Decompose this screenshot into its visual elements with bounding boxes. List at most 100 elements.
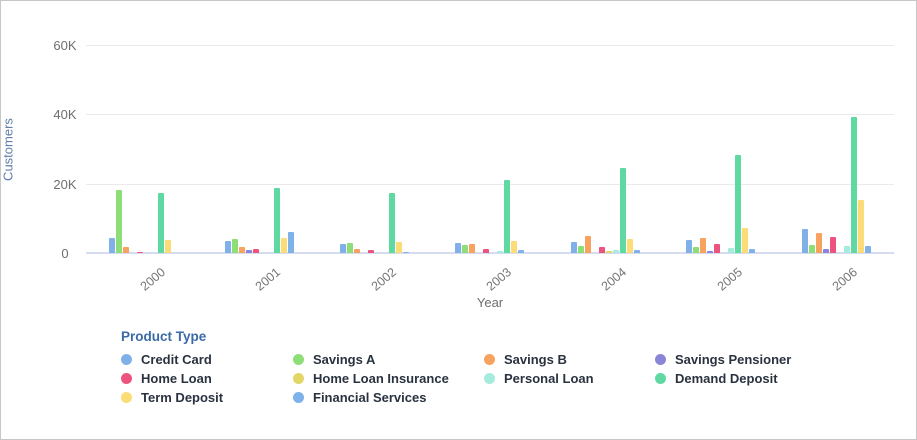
- bar-term-deposit-2003[interactable]: [511, 241, 517, 253]
- bar-home-loan-2005[interactable]: [714, 244, 720, 253]
- bar-savings-a-2004[interactable]: [578, 246, 584, 253]
- legend-swatch-icon: [121, 373, 132, 384]
- x-tick-2004: 2004: [567, 265, 630, 321]
- bar-savings-pensioner-2006[interactable]: [823, 249, 829, 253]
- bar-term-deposit-2006[interactable]: [858, 200, 864, 253]
- bar-home-loan-2004[interactable]: [599, 247, 605, 253]
- legend-item-savings-pensioner[interactable]: Savings Pensioner: [655, 352, 865, 366]
- bar-savings-b-2000[interactable]: [123, 247, 129, 253]
- legend-items: Credit Card Savings A Savings BSavings Pen…: [121, 352, 865, 404]
- bar-personal-loan-2003[interactable]: [497, 251, 503, 253]
- legend-swatch-icon: [484, 373, 495, 384]
- bar-home-loan-2006[interactable]: [830, 237, 836, 253]
- bar-credit-card-2005[interactable]: [686, 240, 692, 253]
- y-tick-0: 0: [43, 246, 87, 261]
- legend-label: Home Loan: [141, 371, 212, 386]
- bar-savings-a-2001[interactable]: [232, 239, 238, 253]
- bar-savings-b-2005[interactable]: [700, 238, 706, 253]
- bar-savings-a-2006[interactable]: [809, 245, 815, 253]
- legend-label: Savings A: [313, 352, 375, 367]
- legend-item-savings-a[interactable]: Savings A: [293, 352, 484, 366]
- legend-item-credit-card[interactable]: Credit Card: [121, 352, 293, 366]
- bar-financial-services-2004[interactable]: [634, 250, 640, 253]
- bar-credit-card-2002[interactable]: [340, 244, 346, 253]
- bar-savings-b-2003[interactable]: [469, 244, 475, 253]
- legend-item-savings-b[interactable]: Savings B: [484, 352, 655, 366]
- bar-term-deposit-2002[interactable]: [396, 242, 402, 253]
- bar-home-loan-insurance-2004[interactable]: [606, 251, 612, 253]
- y-axis-title: Customers: [1, 100, 16, 200]
- bar-savings-a-2000[interactable]: [116, 190, 122, 253]
- bar-demand-deposit-2002[interactable]: [389, 193, 395, 253]
- bar-financial-services-2001[interactable]: [288, 232, 294, 253]
- y-tick-40K: 40K: [43, 107, 87, 122]
- legend-item-home-loan-insurance[interactable]: Home Loan Insurance: [293, 371, 484, 385]
- bar-group-2004: [548, 45, 663, 253]
- bar-demand-deposit-2004[interactable]: [620, 168, 626, 253]
- y-tick-60K: 60K: [43, 38, 87, 53]
- legend-item-term-deposit[interactable]: Term Deposit: [121, 390, 293, 404]
- bar-credit-card-2004[interactable]: [571, 242, 577, 253]
- bar-savings-b-2006[interactable]: [816, 233, 822, 253]
- bar-demand-deposit-2003[interactable]: [504, 180, 510, 253]
- plot-area: [86, 45, 894, 253]
- bar-term-deposit-2005[interactable]: [742, 228, 748, 253]
- chart-frame: Customers 020K40K60K 2000200120022003200…: [0, 0, 917, 440]
- bar-financial-services-2003[interactable]: [518, 250, 524, 253]
- legend: Product Type Credit CardSavings ASavings…: [121, 329, 865, 404]
- bar-savings-a-2002[interactable]: [347, 243, 353, 253]
- legend-item-personal-loan[interactable]: Personal Loan: [484, 371, 655, 385]
- bar-savings-a-2005[interactable]: [693, 247, 699, 253]
- bar-savings-b-2001[interactable]: [239, 247, 245, 253]
- bar-home-loan-2002[interactable]: [368, 250, 374, 253]
- bar-savings-b-2004[interactable]: [585, 236, 591, 253]
- bar-demand-deposit-2006[interactable]: [851, 117, 857, 253]
- bar-group-2005: [663, 45, 778, 253]
- bar-term-deposit-2004[interactable]: [627, 239, 633, 253]
- bar-demand-deposit-2000[interactable]: [158, 193, 164, 253]
- bar-financial-services-2006[interactable]: [865, 246, 871, 253]
- bar-group-2003: [432, 45, 547, 253]
- bar-credit-card-2000[interactable]: [109, 238, 115, 253]
- legend-label: Credit Card: [141, 352, 212, 367]
- bar-home-loan-2003[interactable]: [483, 249, 489, 254]
- bar-group-2006: [779, 45, 894, 253]
- legend-swatch-icon: [293, 392, 304, 403]
- bar-term-deposit-2000[interactable]: [165, 240, 171, 253]
- bar-credit-card-2003[interactable]: [455, 243, 461, 253]
- bar-savings-a-2003[interactable]: [462, 245, 468, 253]
- bar-savings-pensioner-2001[interactable]: [246, 250, 252, 253]
- bar-credit-card-2006[interactable]: [802, 229, 808, 253]
- bar-credit-card-2001[interactable]: [225, 241, 231, 253]
- bar-personal-loan-2004[interactable]: [613, 250, 619, 253]
- bar-savings-b-2002[interactable]: [354, 249, 360, 253]
- bar-group-2002: [317, 45, 432, 253]
- bar-group-2000: [86, 45, 201, 253]
- legend-item-financial-services[interactable]: Financial Services: [293, 390, 484, 404]
- legend-swatch-icon: [121, 354, 132, 365]
- bar-home-loan-2001[interactable]: [253, 249, 259, 254]
- legend-swatch-icon: [293, 373, 304, 384]
- legend-swatch-icon: [484, 354, 495, 365]
- legend-swatch-icon: [655, 373, 666, 384]
- bar-home-loan-2000[interactable]: [137, 252, 143, 254]
- bar-personal-loan-2006[interactable]: [844, 246, 850, 253]
- bar-financial-services-2005[interactable]: [749, 249, 755, 253]
- bar-group-2001: [201, 45, 316, 253]
- legend-item-home-loan[interactable]: Home Loan: [121, 371, 293, 385]
- x-tick-2000: 2000: [105, 265, 168, 321]
- bar-savings-pensioner-2005[interactable]: [707, 251, 713, 253]
- bar-personal-loan-2005[interactable]: [728, 248, 734, 253]
- x-axis-title: Year: [86, 295, 894, 310]
- y-tick-20K: 20K: [43, 177, 87, 192]
- bar-demand-deposit-2005[interactable]: [735, 155, 741, 253]
- legend-label: Personal Loan: [504, 371, 594, 386]
- legend-swatch-icon: [121, 392, 132, 403]
- x-tick-2002: 2002: [336, 265, 399, 321]
- bar-demand-deposit-2001[interactable]: [274, 188, 280, 253]
- x-tick-2003: 2003: [451, 265, 514, 321]
- bar-financial-services-2002[interactable]: [403, 252, 409, 254]
- legend-item-demand-deposit[interactable]: Demand Deposit: [655, 371, 865, 385]
- bar-term-deposit-2001[interactable]: [281, 238, 287, 253]
- legend-label: Financial Services: [313, 390, 426, 405]
